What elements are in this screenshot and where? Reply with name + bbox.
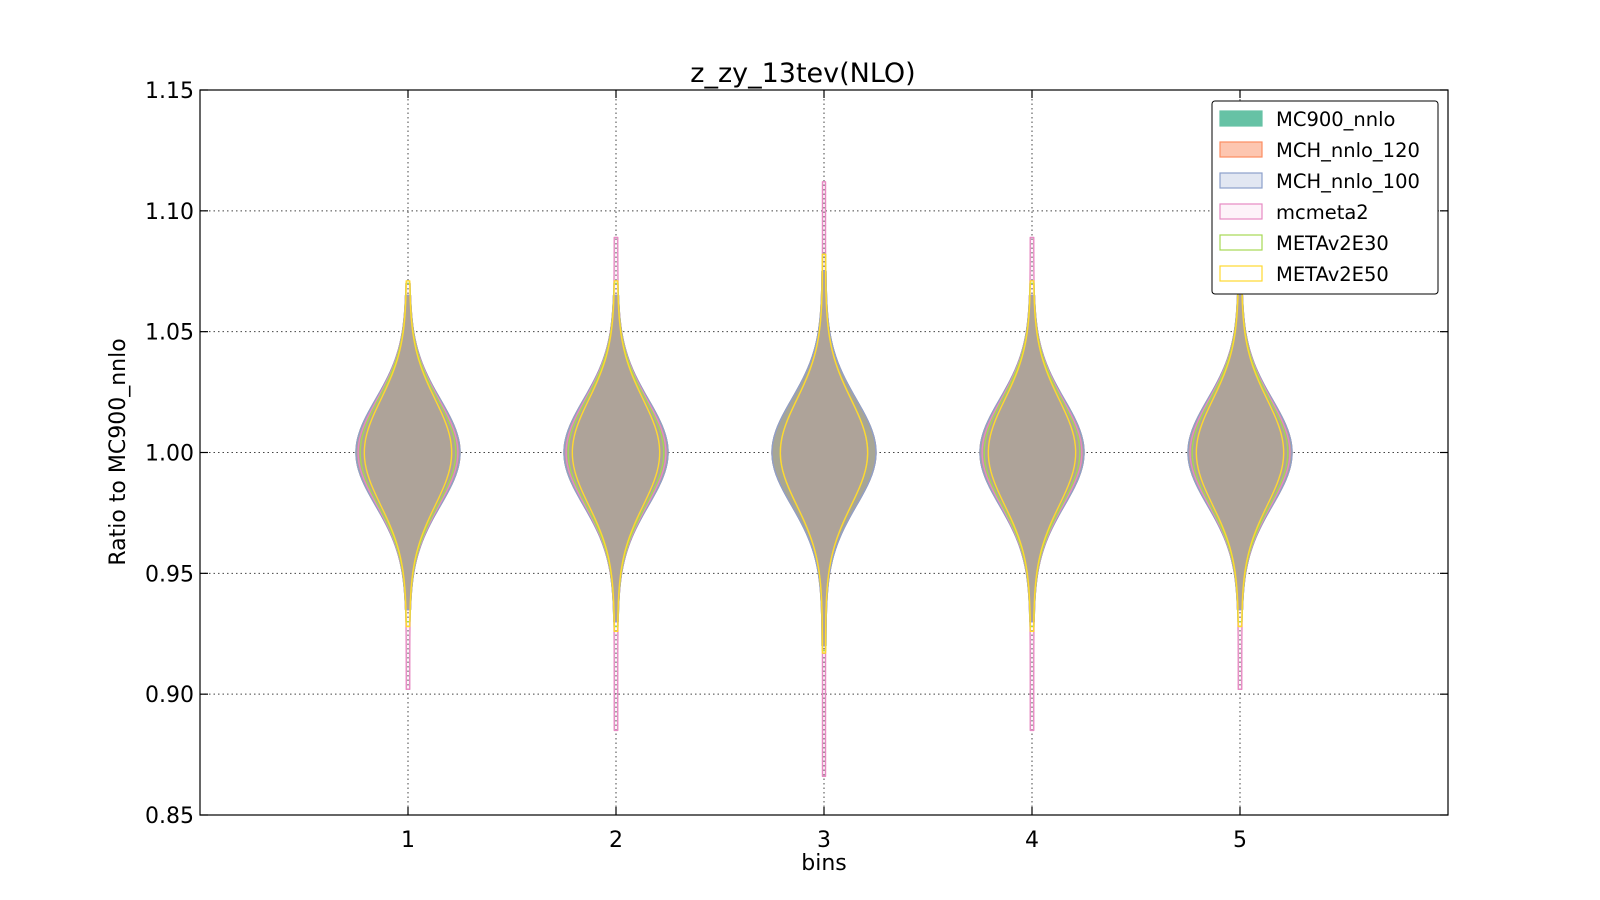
x-axis-label: bins	[801, 851, 846, 876]
y-tick-label-5: 1.10	[145, 200, 194, 225]
y-axis-ticks: 0.85 0.90 0.95 1.00 1.05 1.10 1.15	[145, 79, 1448, 829]
y-tick-label-6: 1.15	[145, 79, 194, 104]
legend-label-2: MCH_nnlo_100	[1276, 170, 1420, 193]
y-tick-label-2: 0.95	[145, 562, 194, 587]
x-tick-label-0: 1	[401, 828, 415, 853]
y-tick-label-4: 1.05	[145, 321, 194, 346]
legend-swatch-3	[1219, 203, 1263, 220]
chart-title: z_zy_13tev(NLO)	[690, 58, 915, 89]
legend-label-4: METAv2E30	[1276, 232, 1389, 255]
violin-s5-bin4	[987, 280, 1077, 633]
legend-box	[1211, 100, 1439, 295]
legend-label-0: MC900_nnlo	[1276, 108, 1395, 131]
legend-swatch-1	[1219, 141, 1263, 158]
x-tick-label-3: 4	[1025, 828, 1039, 853]
y-tick-label-1: 0.90	[145, 683, 194, 708]
legend-label-1: MCH_nnlo_120	[1276, 139, 1420, 162]
violin-s5-bin2	[571, 280, 661, 633]
y-tick-label-3: 1.00	[145, 442, 194, 467]
legend-swatch-2	[1219, 172, 1263, 189]
violin-layer	[355, 181, 1293, 778]
legend-label-3: mcmeta2	[1276, 201, 1369, 224]
y-tick-label-0: 0.85	[145, 804, 194, 829]
legend-swatch-4	[1219, 234, 1263, 251]
violin-s5-bin3	[779, 253, 869, 654]
legend: MC900_nnlo MCH_nnlo_120 MCH_nnlo_100mcmeta…	[1211, 100, 1439, 295]
x-tick-label-1: 2	[609, 828, 623, 853]
legend-swatch-5	[1219, 265, 1263, 282]
y-axis-label: Ratio to MC900_nnlo	[106, 338, 131, 565]
legend-label-5: METAv2E50	[1276, 263, 1389, 286]
x-tick-label-4: 5	[1233, 828, 1247, 853]
x-axis-ticks: 1 2 3 4 5	[401, 90, 1247, 853]
x-tick-label-2: 3	[817, 828, 831, 853]
legend-swatch-0	[1219, 110, 1263, 127]
violin-s5-bin1	[363, 280, 453, 628]
